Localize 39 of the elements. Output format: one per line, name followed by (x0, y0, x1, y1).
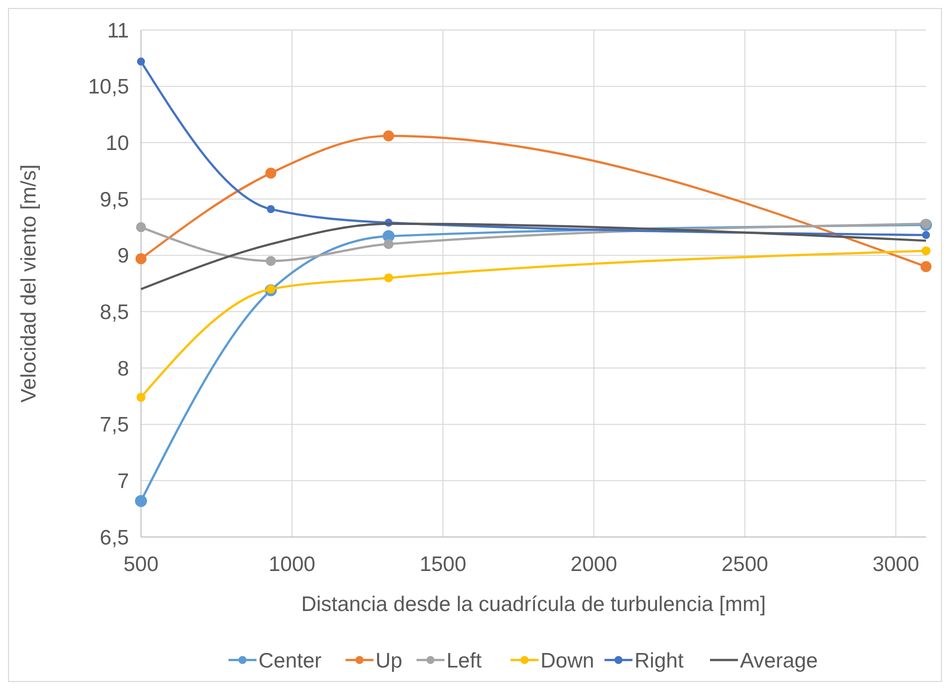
y-tick-label: 8 (117, 357, 129, 380)
x-tick-label: 2500 (721, 553, 768, 576)
point (920, 261, 932, 272)
x-tick-label: 1500 (420, 553, 466, 576)
x-axis-title: Distancia desde la cuadrícula de turbulencia [mm] (301, 593, 766, 616)
y-tick-label: 9 (117, 244, 129, 268)
legend-label: Left (446, 649, 482, 672)
legend-label: Up (376, 649, 402, 672)
y-axis-title: Velocidad del viento [m/s] (17, 164, 40, 403)
point (136, 392, 146, 402)
y-tick-label: 7,5 (100, 414, 129, 437)
point (136, 253, 146, 264)
y-tick-label: 11 (107, 19, 129, 42)
point (266, 284, 276, 294)
x-tick-label: 3000 (872, 553, 920, 576)
point (266, 205, 275, 214)
point (137, 58, 145, 66)
y-tick-label: 6,5 (100, 526, 129, 550)
x-tick-label: 1000 (268, 553, 316, 576)
legend-label: Average (740, 649, 818, 672)
y-tick-label: 10,5 (88, 76, 129, 99)
y-tick-label: 10 (106, 132, 129, 156)
legend-label: Right (634, 649, 684, 672)
point (922, 231, 930, 240)
x-tick-label: 500 (123, 553, 159, 576)
y-tick-label: 9,5 (100, 188, 129, 212)
point (922, 246, 930, 256)
point (383, 130, 394, 142)
x-tick-label: 2000 (570, 553, 618, 576)
y-tick-label: 7 (117, 470, 129, 494)
legend-label: Down (540, 649, 594, 672)
point (265, 168, 276, 179)
y-tick-label: 8,5 (100, 301, 129, 324)
point (135, 494, 147, 507)
point (384, 239, 394, 250)
point (136, 222, 146, 232)
legend-label: Center (258, 649, 322, 672)
point (266, 256, 276, 266)
point (384, 273, 394, 282)
